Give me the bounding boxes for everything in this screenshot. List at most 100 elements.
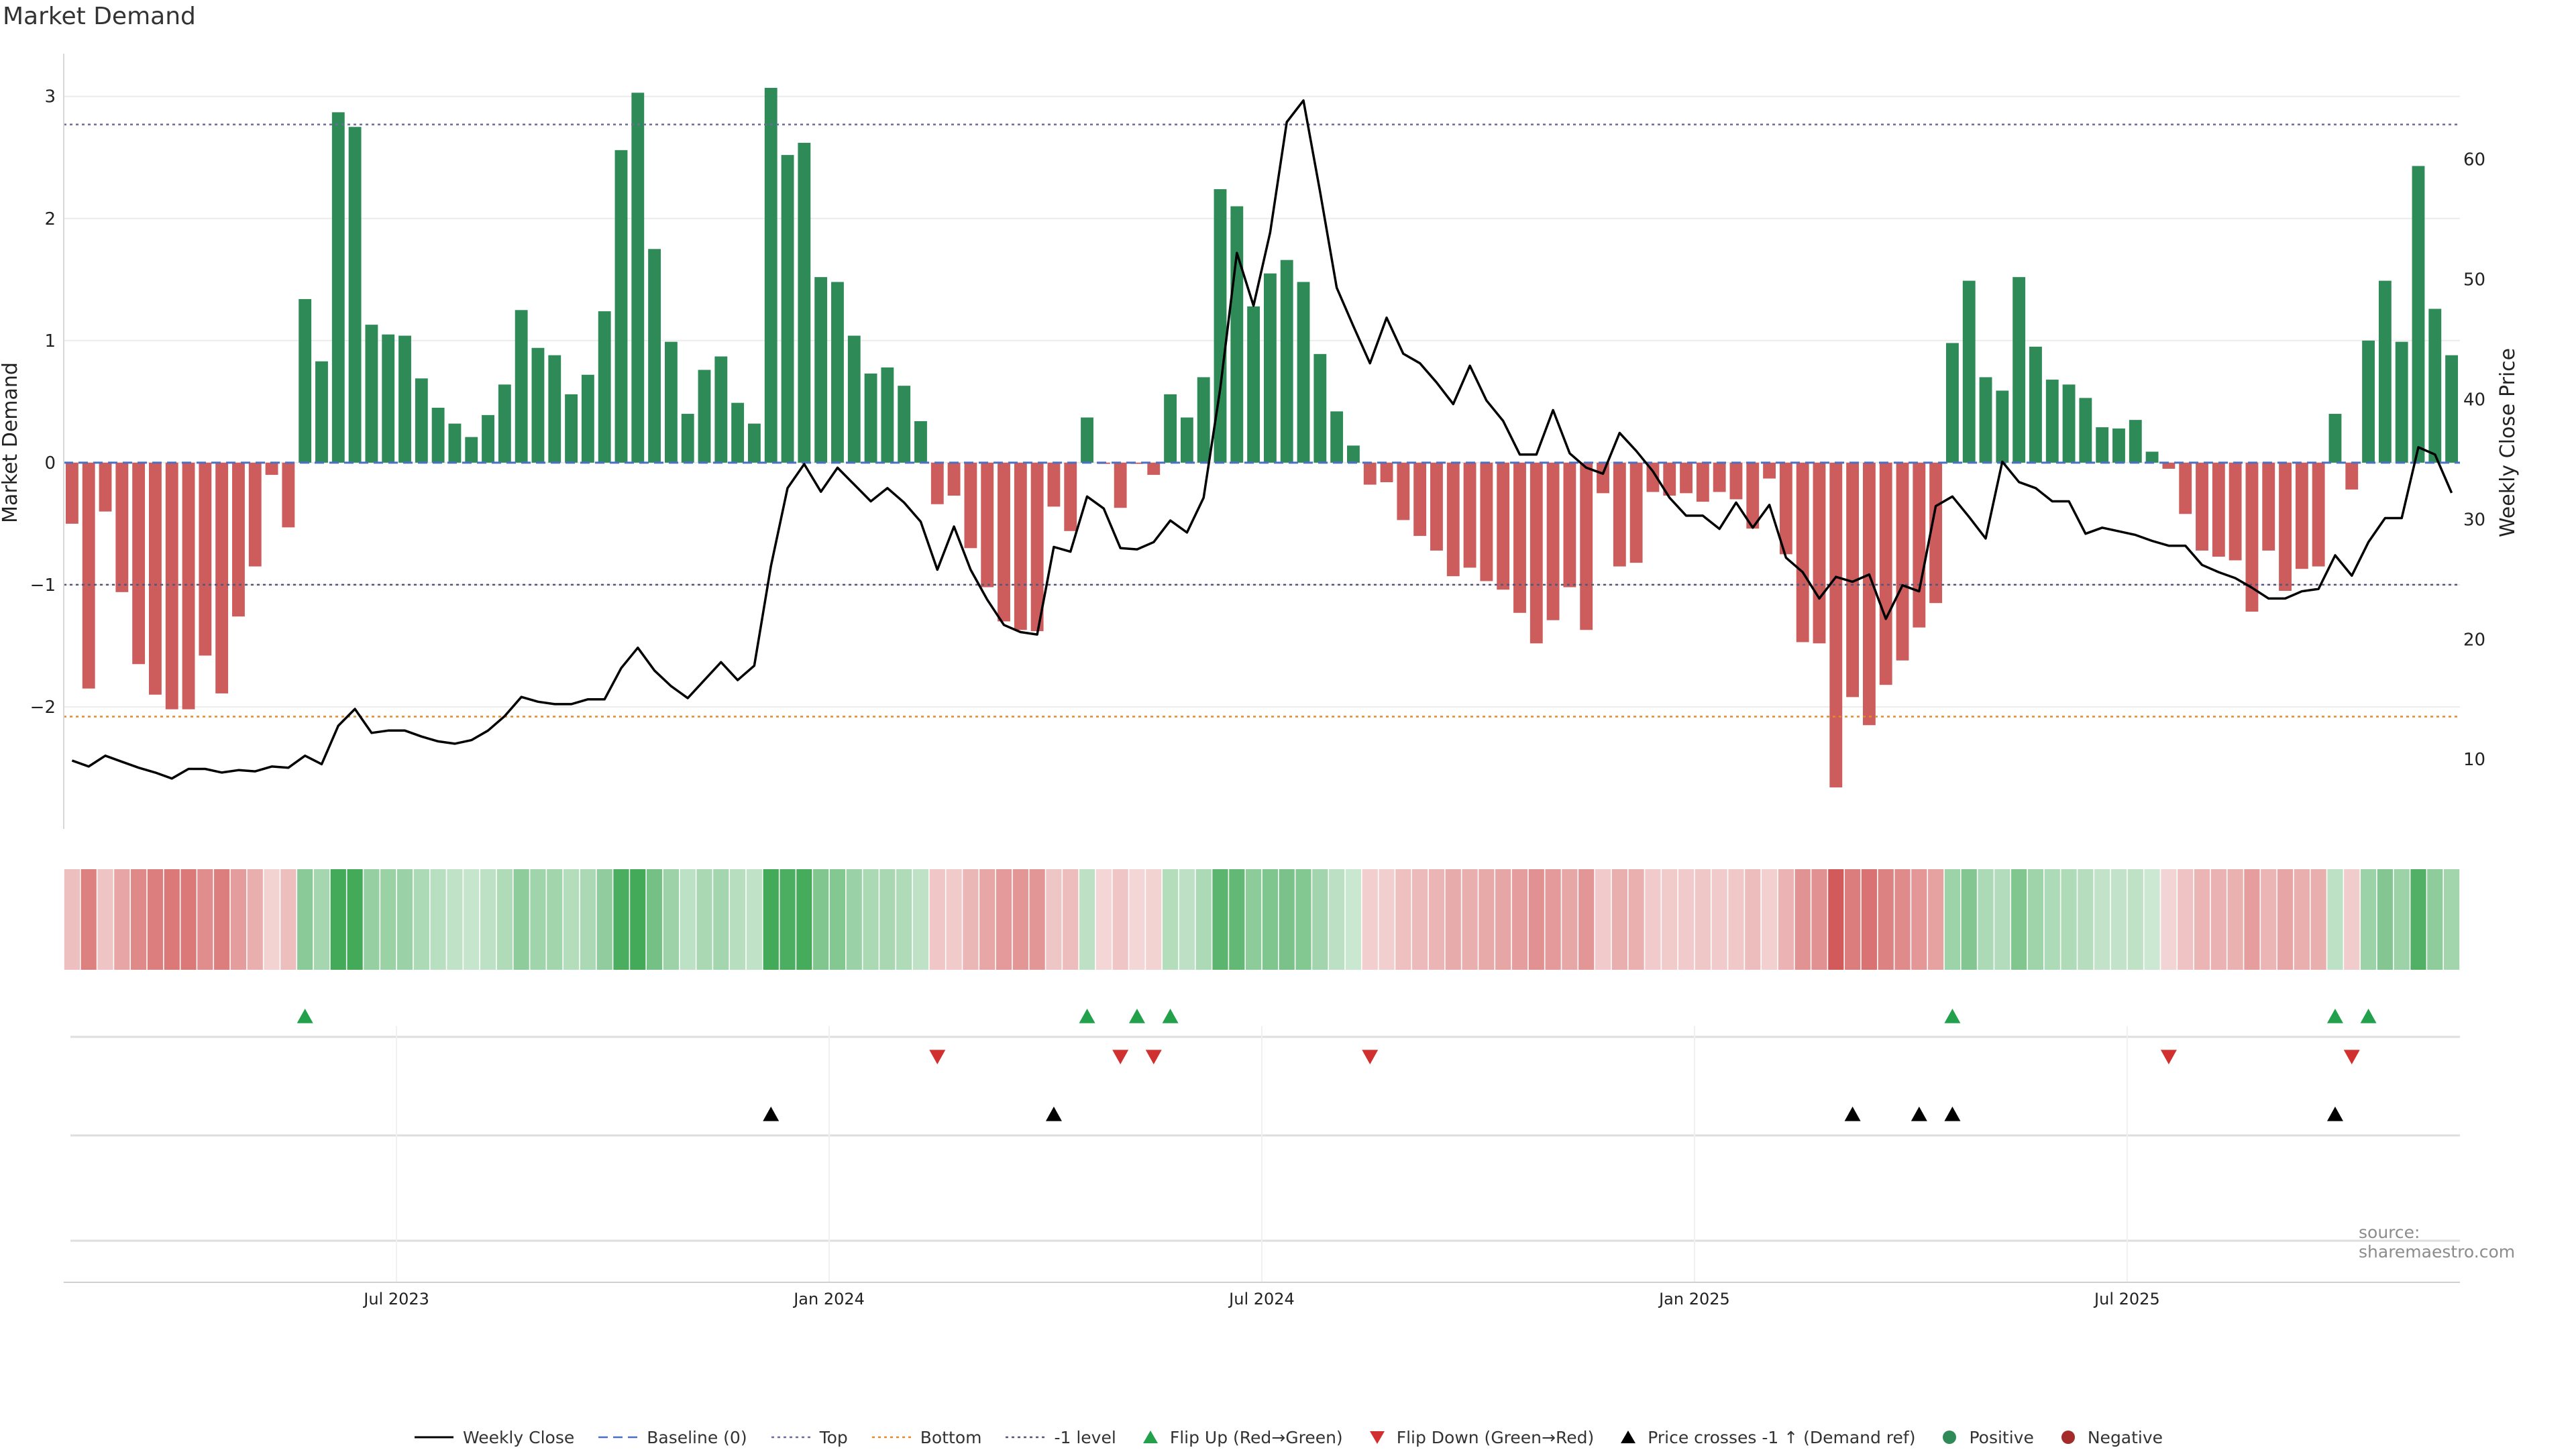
source-note: source: sharemaestro.com [2359, 1223, 2516, 1262]
heat-cell [1944, 869, 1961, 970]
demand-bar [1563, 462, 1576, 588]
heat-cell [1428, 869, 1445, 970]
demand-bar [681, 414, 694, 463]
demand-bar [2345, 462, 2359, 490]
demand-bar [947, 462, 961, 496]
heat-cell [1379, 869, 1395, 970]
y-tick-label: 3 [44, 87, 56, 107]
demand-bar [648, 249, 661, 463]
heat-cell [929, 869, 945, 970]
demand-bar [581, 374, 594, 463]
demand-bar [1330, 411, 1344, 463]
heat-cell [730, 869, 746, 970]
flip-up-marker [1944, 1009, 1961, 1023]
heat-cell [2443, 869, 2460, 970]
heat-cell [2360, 869, 2377, 970]
demand-bar [614, 150, 628, 463]
heat-cell [646, 869, 663, 970]
demand-bar [781, 155, 794, 463]
demand-bar [1646, 462, 1660, 492]
heat-cell [1994, 869, 2010, 970]
demand-bar [282, 462, 295, 528]
heat-cell [247, 869, 263, 970]
heat-cell [2294, 869, 2310, 970]
heat-cell [796, 869, 812, 970]
flip-up-marker [1162, 1009, 1179, 1023]
demand-bar [1862, 462, 1876, 726]
heat-cell [2011, 869, 2027, 970]
legend-item-positive: Positive [1938, 1428, 2034, 1447]
legend-item-cross: Price crosses -1 ↑ (Demand ref) [1617, 1428, 1915, 1447]
legend-label-bottom: Bottom [920, 1427, 982, 1447]
demand-bar [1979, 377, 1992, 463]
heat-cell [2261, 869, 2277, 970]
heat-cell [1861, 869, 1878, 970]
heat-cell [80, 869, 97, 970]
heat-cell [1928, 869, 1944, 970]
heat-cell [2061, 869, 2077, 970]
heat-cell [1412, 869, 1428, 970]
heat-cell [2310, 869, 2326, 970]
demand-bar [1247, 306, 1260, 463]
heat-cell [430, 869, 446, 970]
heat-cell [813, 869, 829, 970]
x-tick-label: Jul 2025 [2093, 1290, 2160, 1308]
heat-cell [164, 869, 180, 970]
heat-cell [1711, 869, 1727, 970]
demand-bar [482, 414, 494, 463]
demand-bar [382, 334, 395, 463]
y2-tick-label: 10 [2463, 750, 2485, 770]
demand-bar [2262, 462, 2275, 551]
heat-cell [1046, 869, 1062, 970]
flip-down-marker [1362, 1050, 1379, 1064]
demand-bar [930, 462, 944, 504]
demand-bar [1846, 462, 1860, 697]
demand-bar [1446, 462, 1460, 577]
heat-cell [1961, 869, 1977, 970]
demand-bar [565, 394, 578, 463]
heat-cell [863, 869, 879, 970]
demand-bar [814, 277, 828, 463]
heat-cell [1894, 869, 1911, 970]
demand-bar [2428, 309, 2442, 463]
heat-cell [131, 869, 147, 970]
heat-cell [530, 869, 546, 970]
demand-bar [548, 355, 561, 463]
heat-cell [896, 869, 912, 970]
demand-bar [1879, 462, 1892, 685]
demand-bar [847, 335, 861, 463]
demand-bar [1680, 462, 1693, 494]
heat-cell [197, 869, 213, 970]
heat-cell [1312, 869, 1328, 970]
demand-bar [2096, 427, 2109, 463]
heat-cell [2327, 869, 2343, 970]
legend-symbol-negative [2061, 1431, 2075, 1444]
heat-cell [413, 869, 429, 970]
demand-bar [714, 356, 728, 463]
demand-bar [2162, 462, 2176, 469]
legend-symbol-minus_one [1006, 1436, 1045, 1439]
heat-cell [1545, 869, 1561, 970]
demand-bar [1147, 462, 1161, 476]
heat-cell [64, 869, 80, 970]
heat-cell [347, 869, 363, 970]
demand-bar [1497, 462, 1510, 590]
heat-cell [364, 869, 380, 970]
heat-cell [2110, 869, 2127, 970]
heat-cell [613, 869, 629, 970]
demand-bar [2045, 380, 2059, 463]
demand-bar [299, 298, 312, 463]
y2-tick-label: 30 [2463, 510, 2485, 530]
heat-cell [2178, 869, 2194, 970]
demand-bar [798, 142, 811, 463]
heat-cell [1511, 869, 1528, 970]
legend-item-baseline: Baseline (0) [597, 1428, 747, 1447]
heat-cell [396, 869, 413, 970]
heat-cell [2044, 869, 2060, 970]
demand-bar [149, 462, 162, 695]
heat-cell [380, 869, 396, 970]
y-tick-label: −1 [30, 575, 56, 596]
heat-cell [1229, 869, 1245, 970]
demand-bar [1962, 280, 1976, 463]
demand-bar [881, 367, 894, 463]
